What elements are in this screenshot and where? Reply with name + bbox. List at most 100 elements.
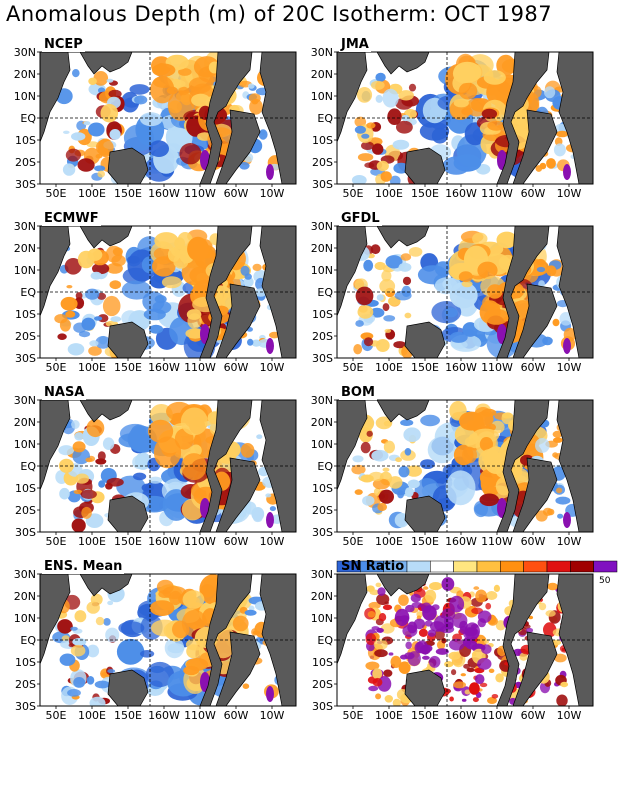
anomaly-blob	[150, 76, 175, 104]
colorbar-swatch	[453, 560, 478, 573]
anomaly-blob	[354, 489, 363, 495]
anomaly-blob	[107, 600, 114, 606]
lat-tick-label: 30N	[13, 220, 36, 233]
land-mass	[79, 400, 133, 423]
anomaly-blob	[385, 255, 403, 269]
anomaly-blob	[88, 122, 105, 137]
lat-tick-label: 10N	[310, 264, 333, 277]
anomaly-blob	[474, 674, 485, 685]
land-mass	[496, 574, 550, 706]
anomaly-blob	[109, 280, 122, 290]
anomaly-blob	[484, 639, 489, 644]
anomaly-blob	[546, 265, 557, 277]
anomaly-blob	[356, 87, 373, 103]
anomaly-blob	[495, 673, 504, 683]
anomaly-blob	[390, 655, 402, 668]
anomaly-blob	[383, 315, 396, 322]
anomaly-blob	[71, 420, 80, 429]
anomaly-blob	[547, 582, 559, 591]
anomaly-blob	[154, 295, 167, 304]
anomaly-blob	[400, 253, 412, 261]
anomaly-blob	[102, 295, 121, 317]
panel-label-ecmwf: ECMWF	[42, 211, 101, 226]
anomaly-blob	[100, 103, 119, 123]
lat-tick-label: 20N	[13, 590, 36, 603]
lat-tick-label: 20S	[15, 156, 36, 169]
anomaly-blob	[87, 248, 103, 261]
lon-tick-label: 60W	[520, 361, 546, 374]
map-canvas-ens	[37, 573, 297, 709]
anomaly-blob	[111, 254, 126, 267]
anomaly-blob	[435, 648, 449, 655]
lon-tick-label: 100E	[78, 709, 106, 722]
anomaly-blob	[479, 493, 499, 507]
anomaly-blob	[242, 683, 250, 689]
anomaly-blob	[462, 322, 478, 337]
map-canvas-sn	[334, 573, 594, 709]
anomaly-blob	[355, 320, 364, 327]
anomaly-blob	[367, 611, 376, 618]
anomaly-blob	[380, 171, 392, 182]
anomaly-blob	[183, 665, 200, 676]
anomaly-blob	[363, 337, 374, 347]
anomaly-blob	[464, 689, 471, 695]
anomaly-blob	[559, 312, 573, 326]
anomaly-blob	[244, 501, 257, 515]
anomaly-blob	[449, 696, 454, 702]
lat-tick-label: 20N	[310, 242, 333, 255]
lat-tick-label: 30N	[13, 568, 36, 581]
anomaly-blob	[172, 620, 190, 639]
anomaly-blob	[152, 256, 176, 277]
anomaly-blob	[148, 476, 163, 484]
anomaly-blob	[153, 436, 182, 469]
lon-tick-label: 50E	[342, 709, 364, 722]
anomaly-blob	[81, 506, 92, 519]
lat-tick-label: EQ	[317, 460, 333, 473]
anomaly-blob	[86, 418, 105, 438]
lon-tick-label: 50E	[342, 535, 364, 548]
anomaly-blob	[72, 69, 80, 78]
anomaly-blob	[462, 446, 477, 464]
panel-label-nasa: NASA	[42, 385, 87, 400]
anomaly-blob	[376, 160, 389, 172]
lon-tick-label: 110W	[481, 361, 513, 374]
anomaly-blob	[400, 419, 414, 426]
anomaly-blob	[371, 449, 389, 462]
map-canvas-ecmwf	[37, 225, 297, 361]
anomaly-blob	[376, 593, 390, 605]
land-mass	[404, 669, 446, 706]
lon-tick-label: 150E	[114, 187, 142, 200]
anomaly-blob	[469, 682, 480, 695]
anomaly-blob	[72, 441, 86, 453]
lon-tick-label: 160W	[445, 535, 477, 548]
anomaly-blob	[361, 133, 370, 139]
anomaly-blob	[373, 487, 381, 496]
anomaly-blob	[382, 303, 390, 312]
lon-tick-label: 60W	[223, 361, 249, 374]
anomaly-blob	[542, 336, 553, 346]
anomaly-blob	[368, 685, 379, 692]
anomaly-blob	[83, 121, 91, 126]
anomaly-blob	[487, 284, 503, 299]
anomaly-blob	[256, 434, 263, 439]
land-mass	[376, 226, 430, 249]
anomaly-blob	[94, 165, 106, 172]
anomaly-blob	[375, 582, 382, 588]
anomaly-blob	[368, 471, 384, 482]
lon-tick-label: 150E	[114, 361, 142, 374]
anomaly-blob	[62, 163, 76, 176]
anomaly-blob	[445, 470, 476, 506]
anomaly-blob	[105, 482, 113, 490]
land-mass	[215, 109, 261, 184]
anomaly-blob	[373, 639, 388, 650]
map-panel-bom: 30N 20N 10N EQ 10S 20S 30S 50E 100E 150E 160W 110W 6…	[297, 380, 597, 550]
anomaly-blob	[405, 641, 412, 650]
anomaly-blob	[102, 437, 115, 450]
anomaly-blob	[361, 141, 374, 150]
lat-tick-label: 30N	[13, 46, 36, 59]
page-title: Anomalous Depth (m) of 20C Isotherm: OCT…	[6, 2, 553, 26]
anomaly-blob	[354, 125, 366, 134]
anomaly-blob	[164, 637, 185, 659]
anomaly-blob	[394, 608, 410, 626]
anomaly-blob	[496, 54, 516, 77]
